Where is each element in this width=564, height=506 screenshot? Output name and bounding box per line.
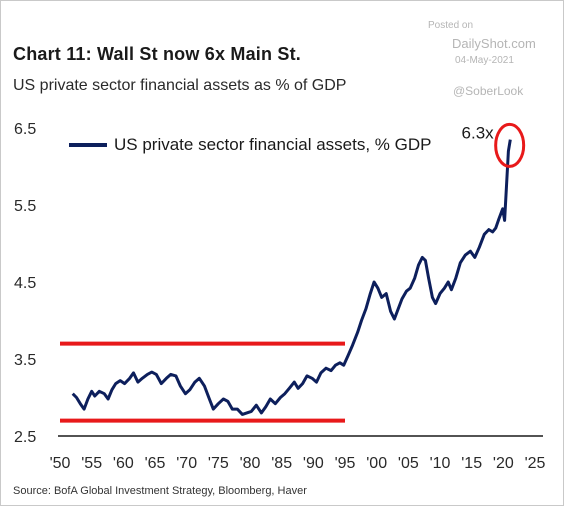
x-tick-label: '00 [366,455,387,472]
legend: US private sector financial assets, % GD… [69,135,431,154]
y-tick-labels: 2.5 3.5 4.5 5.5 6.5 [14,121,36,446]
x-tick-label: '60 [113,455,134,472]
source-note: Source: BofA Global Investment Strategy,… [13,485,307,497]
annotation-label: 6.3x [462,123,495,142]
annotations: 6.3x [462,122,526,168]
x-tick-labels: '50 '55 '60 '65 '70 '75 '80 '85 '90 '95 '00 '05 '10 '… [50,455,546,472]
y-tick-label: 6.5 [14,121,36,138]
x-tick-label: '65 [145,455,166,472]
x-tick-label: '10 [430,455,451,472]
watermark-date: 04-May-2021 [455,55,514,66]
chart-title: Chart 11: Wall St now 6x Main St. [13,44,301,64]
x-tick-label: '70 [176,455,197,472]
x-tick-label: '25 [525,455,546,472]
x-tick-label: '05 [398,455,419,472]
x-tick-label: '50 [50,455,71,472]
x-tick-label: '85 [271,455,292,472]
watermark-handle: @SoberLook [453,84,524,98]
x-tick-label: '75 [208,455,229,472]
highlight-circle [494,122,526,168]
y-tick-label: 5.5 [14,198,36,215]
x-tick-label: '15 [461,455,482,472]
reference-lines [60,341,345,423]
x-tick-label: '90 [303,455,324,472]
series-layer [71,139,512,416]
y-tick-label: 2.5 [14,429,36,446]
x-tick-label: '20 [493,455,514,472]
watermark-site: DailyShot.com [452,36,536,51]
y-tick-label: 3.5 [14,352,36,369]
chart-subtitle: US private sector financial assets as % … [13,77,347,94]
x-tick-label: '80 [240,455,261,472]
y-tick-label: 4.5 [14,275,36,292]
x-tick-label: '55 [81,455,102,472]
watermark-posted: Posted on [428,20,474,31]
series-line [71,139,512,416]
legend-label: US private sector financial assets, % GD… [114,135,431,154]
x-tick-label: '95 [335,455,356,472]
